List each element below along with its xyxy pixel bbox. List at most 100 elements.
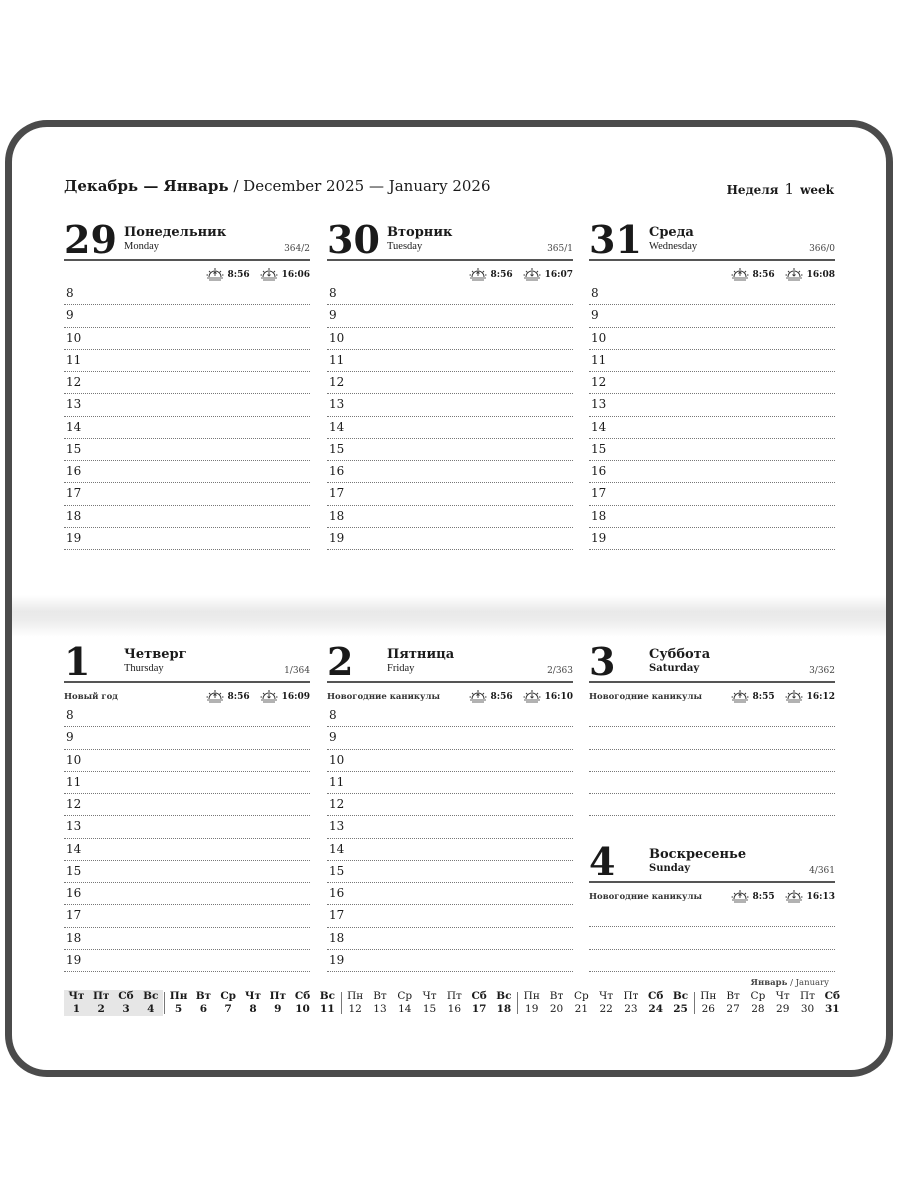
divider [64,681,310,683]
hour-row[interactable]: 18 [64,506,310,528]
date: 25 [673,1003,688,1015]
hour-row[interactable] [589,772,835,794]
hour-row[interactable]: 15 [64,861,310,883]
hour-row[interactable]: 13 [327,816,573,839]
hour-row[interactable] [589,705,835,728]
hour-row[interactable]: 11 [64,772,310,794]
hour-row[interactable]: 13 [64,394,310,417]
hour-row[interactable]: 17 [64,905,310,928]
hour-row[interactable]: 17 [327,905,573,928]
hour-row[interactable]: 8 [64,705,310,728]
weekday: Вс [672,990,689,1002]
hour-row[interactable]: 11 [327,350,573,372]
date: 18 [496,1003,512,1015]
hour-row[interactable]: 17 [64,483,310,506]
sunset-time: 16:13 [806,892,835,902]
date: 5 [174,1003,183,1015]
sunrise-icon [731,267,749,284]
hour-row[interactable]: 17 [327,483,573,506]
hour-row[interactable]: 16 [589,461,835,484]
day-of-year: 3/362 [809,666,835,676]
hour-row[interactable]: 9 [64,727,310,750]
date: 29 [776,1003,790,1015]
hour-row[interactable]: 9 [327,727,573,750]
hour-row[interactable]: 12 [64,372,310,395]
hour-rows: 8 9 10 11 12 13 14 15 16 17 18 19 [589,283,835,550]
sunset-time: 16:07 [544,270,573,280]
page-title: Декабрь — Январь / December 2025 — Janua… [64,177,491,195]
hour-row[interactable]: 12 [64,794,310,817]
hour-row[interactable]: 8 [327,283,573,306]
hour-row[interactable]: 17 [589,483,835,506]
day-name-ru: Среда [649,225,694,240]
hour-row[interactable] [589,727,835,750]
hour-row[interactable]: 10 [327,750,573,772]
hour-row[interactable]: 13 [327,394,573,417]
hour-row[interactable]: 8 [64,283,310,306]
hour-row[interactable] [589,950,835,972]
hour-row[interactable]: 13 [589,394,835,417]
hour-row[interactable]: 9 [64,305,310,328]
hour-row[interactable]: 16 [64,883,310,906]
hour-row[interactable]: 14 [64,839,310,861]
hour-row[interactable]: 11 [327,772,573,794]
hour-row[interactable]: 8 [327,705,573,728]
weekday: Пн [347,990,364,1002]
hour-row[interactable]: 18 [589,506,835,528]
hour-row[interactable]: 9 [327,305,573,328]
hour-row[interactable]: 18 [327,928,573,950]
day-name-en: Sunday [649,863,691,874]
week-separator [340,992,342,1014]
hour-row[interactable]: 10 [64,328,310,350]
date: 15 [422,1003,437,1015]
weekday: Вс [143,990,159,1002]
hour-row[interactable]: 8 [589,283,835,306]
hour-row[interactable]: 18 [327,506,573,528]
day-of-year: 366/0 [809,244,835,254]
hour-row[interactable]: 19 [589,528,835,550]
hour-row[interactable]: 14 [589,417,835,439]
hour-row[interactable]: 15 [589,439,835,461]
hour-row[interactable]: 18 [64,928,310,950]
hour-row[interactable]: 12 [327,794,573,817]
sunrise-time: 8:56 [227,692,250,702]
weekday: Пт [800,990,815,1002]
hour-row[interactable]: 16 [327,883,573,906]
week-ru: Неделя [726,183,779,197]
hour-row[interactable]: 11 [589,350,835,372]
hour-row[interactable] [589,927,835,950]
hour-row[interactable]: 14 [327,839,573,861]
hour-row[interactable]: 12 [589,372,835,395]
hour-row[interactable]: 15 [327,439,573,461]
day-number: 1 [64,639,91,684]
hour-row[interactable]: 19 [64,950,310,972]
hour-row[interactable] [589,750,835,772]
hour-row[interactable] [589,794,835,817]
weekday: Вс [496,990,512,1002]
hour-row[interactable]: 13 [64,816,310,839]
hour-row[interactable]: 12 [327,372,573,395]
sunrise-icon [731,889,749,906]
hour-row[interactable]: 10 [327,328,573,350]
hour-row[interactable]: 11 [64,350,310,372]
hour-row[interactable]: 15 [327,861,573,883]
weekday: Сб [294,990,311,1002]
hour-row[interactable]: 19 [327,528,573,550]
hour-row[interactable]: 16 [64,461,310,484]
hour-row[interactable]: 10 [64,750,310,772]
hour-row[interactable]: 9 [589,305,835,328]
hour-row[interactable]: 10 [589,328,835,350]
divider [589,681,835,683]
sunset-icon [260,267,278,284]
hour-row[interactable]: 14 [327,417,573,439]
mini-calendar-day: Пт 23 [619,990,644,1016]
hour-row[interactable]: 14 [64,417,310,439]
hour-row[interactable] [589,905,835,928]
month-en: / January [790,978,829,988]
hour-row[interactable]: 15 [64,439,310,461]
hour-row[interactable]: 19 [327,950,573,972]
sun-times: 8:56 16:08 [589,266,835,284]
week-number: 1 [784,180,795,198]
hour-row[interactable]: 19 [64,528,310,550]
hour-row[interactable]: 16 [327,461,573,484]
